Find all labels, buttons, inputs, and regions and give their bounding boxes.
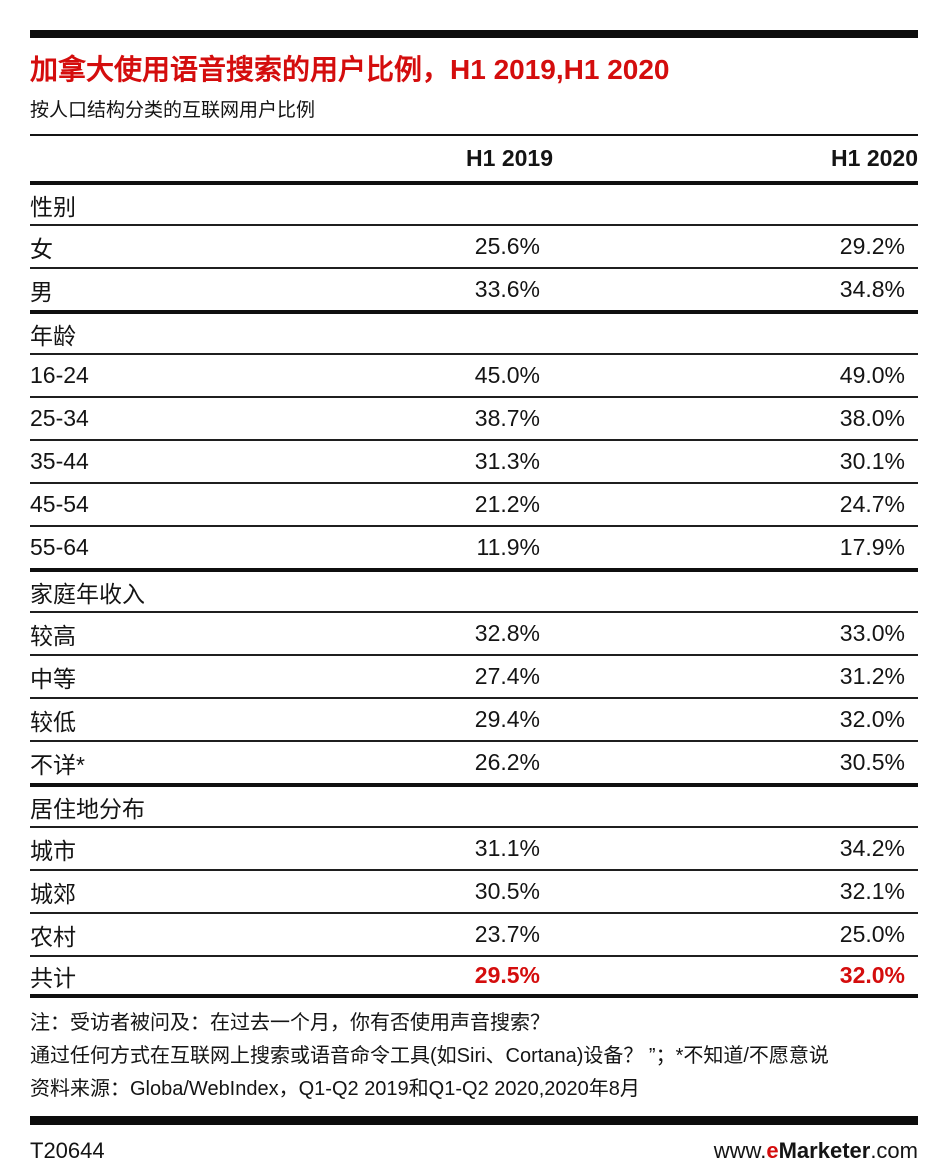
bottom-divider bbox=[30, 1116, 918, 1125]
table-row: 中等 27.4% 31.2% bbox=[30, 654, 918, 697]
section-label: 年龄 bbox=[30, 322, 76, 349]
row-label: 25-34 bbox=[30, 405, 89, 431]
table-row: 45-54 21.2% 24.7% bbox=[30, 482, 918, 525]
value-h1-2020: 49.0% bbox=[839, 362, 905, 388]
url-brand-e: e bbox=[766, 1138, 779, 1163]
value-h1-2020: 29.2% bbox=[839, 233, 905, 259]
section-header-row: 性别 bbox=[30, 181, 918, 224]
row-label: 不详* bbox=[30, 751, 85, 778]
value-h1-2019: 38.7% bbox=[474, 405, 540, 431]
table-row: 城郊 30.5% 32.1% bbox=[30, 869, 918, 912]
chart-subtitle: 按人口结构分类的互联网用户比例 bbox=[30, 100, 316, 121]
total-row: 共计 29.5% 32.0% bbox=[30, 955, 918, 998]
row-label: 45-54 bbox=[30, 491, 89, 517]
column-header-h1-2020: H1 2020 bbox=[831, 145, 918, 171]
row-label: 男 bbox=[30, 278, 53, 305]
value-h1-2019: 33.6% bbox=[474, 276, 540, 302]
column-header-row: H1 2019 H1 2020 bbox=[30, 136, 918, 181]
value-h1-2019: 26.2% bbox=[474, 749, 540, 775]
table-row: 35-44 31.3% 30.1% bbox=[30, 439, 918, 482]
value-h1-2020: 17.9% bbox=[839, 534, 905, 560]
section-header-row: 家庭年收入 bbox=[30, 568, 918, 611]
url-prefix: www. bbox=[713, 1138, 767, 1163]
row-label: 城郊 bbox=[30, 880, 76, 907]
table-row: 男 33.6% 34.8% bbox=[30, 267, 918, 310]
footnote-line-3: 资料来源：Globa/WebIndex，Q1-Q2 2019和Q1-Q2 202… bbox=[30, 1078, 640, 1100]
table-row: 55-64 11.9% 17.9% bbox=[30, 525, 918, 568]
value-h1-2019: 31.1% bbox=[474, 835, 540, 861]
top-divider bbox=[30, 30, 918, 38]
demographics-table: H1 2019 H1 2020 性别女 25.6% 29.2% 男 33.6% 34.8%… bbox=[30, 134, 918, 998]
url-brand-rest: Marketer bbox=[778, 1138, 871, 1163]
value-h1-2020: 30.1% bbox=[839, 448, 905, 474]
footnote-line-1: 注：受访者被问及：在过去一个月，你有否使用声音搜索？ bbox=[30, 1012, 550, 1034]
row-label: 55-64 bbox=[30, 534, 89, 560]
row-label: 35-44 bbox=[30, 448, 89, 474]
value-h1-2020: 34.8% bbox=[839, 276, 905, 302]
table-row: 城市 31.1% 34.2% bbox=[30, 826, 918, 869]
row-label: 农村 bbox=[30, 923, 76, 950]
value-h1-2020: 31.2% bbox=[839, 663, 905, 689]
value-h1-2019: 30.5% bbox=[474, 878, 540, 904]
table-row: 女 25.6% 29.2% bbox=[30, 224, 918, 267]
section-label: 性别 bbox=[30, 193, 76, 220]
chart-title: 加拿大使用语音搜索的用户比例，H1 2019,H1 2020 bbox=[30, 54, 670, 85]
value-h1-2020: 24.7% bbox=[839, 491, 905, 517]
table-row: 16-24 45.0% 49.0% bbox=[30, 353, 918, 396]
row-label: 中等 bbox=[30, 665, 76, 692]
value-h1-2019: 31.3% bbox=[474, 448, 540, 474]
table-row: 25-34 38.7% 38.0% bbox=[30, 396, 918, 439]
value-h1-2020: 34.2% bbox=[839, 835, 905, 861]
value-h1-2020: 32.0% bbox=[839, 706, 905, 732]
section-header-row: 年龄 bbox=[30, 310, 918, 353]
value-h1-2019: 21.2% bbox=[474, 491, 540, 517]
value-h1-2020: 25.0% bbox=[839, 921, 905, 947]
value-h1-2020: 33.0% bbox=[839, 620, 905, 646]
value-h1-2020: 32.1% bbox=[839, 878, 905, 904]
value-h1-2019: 45.0% bbox=[474, 362, 540, 388]
row-label: 较低 bbox=[30, 708, 76, 735]
row-label: 较高 bbox=[30, 622, 76, 649]
row-label: 女 bbox=[30, 235, 53, 262]
footnote-line-2: 通过任何方式在互联网上搜索或语音命令工具(如Siri、Cortana)设备？ ”… bbox=[30, 1045, 829, 1067]
row-label: 16-24 bbox=[30, 362, 89, 388]
total-value-h1-2019: 29.5% bbox=[474, 962, 540, 988]
emarketer-url: www.eMarketer.com bbox=[714, 1138, 918, 1164]
value-h1-2019: 23.7% bbox=[474, 921, 540, 947]
section-header-row: 居住地分布 bbox=[30, 783, 918, 826]
total-value-h1-2020: 32.0% bbox=[839, 962, 905, 988]
value-h1-2019: 25.6% bbox=[474, 233, 540, 259]
section-label: 家庭年收入 bbox=[30, 580, 145, 607]
column-header-h1-2019: H1 2019 bbox=[466, 145, 553, 171]
table-row: 不详* 26.2% 30.5% bbox=[30, 740, 918, 783]
table-row: 农村 23.7% 25.0% bbox=[30, 912, 918, 955]
row-label: 城市 bbox=[30, 837, 76, 864]
value-h1-2020: 30.5% bbox=[839, 749, 905, 775]
value-h1-2019: 27.4% bbox=[474, 663, 540, 689]
section-label: 居住地分布 bbox=[30, 795, 145, 822]
table-row: 较高 32.8% 33.0% bbox=[30, 611, 918, 654]
value-h1-2019: 11.9% bbox=[476, 534, 540, 560]
total-label: 共计 bbox=[30, 964, 76, 991]
table-row: 较低 29.4% 32.0% bbox=[30, 697, 918, 740]
footnotes: 注：受访者被问及：在过去一个月，你有否使用声音搜索？ 通过任何方式在互联网上搜索… bbox=[30, 998, 918, 1114]
url-suffix: .com bbox=[870, 1138, 918, 1163]
value-h1-2019: 32.8% bbox=[474, 620, 540, 646]
value-h1-2019: 29.4% bbox=[474, 706, 540, 732]
value-h1-2020: 38.0% bbox=[839, 405, 905, 431]
footer: T20644 www.eMarketer.com bbox=[30, 1125, 918, 1164]
chart-id: T20644 bbox=[30, 1138, 105, 1163]
